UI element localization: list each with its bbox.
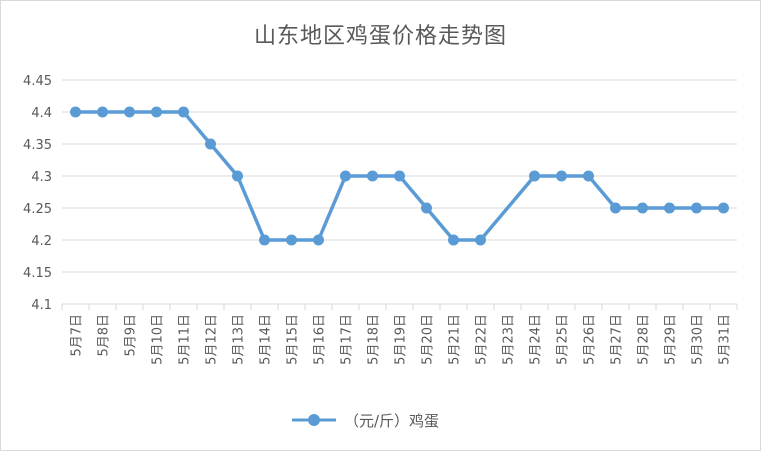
- y-tick-label: 4.15: [23, 266, 52, 281]
- chart-title: 山东地区鸡蛋价格走势图: [253, 24, 507, 49]
- data-point[interactable]: [583, 170, 594, 182]
- data-point[interactable]: [367, 170, 378, 182]
- x-tick-label: 5月25日: [556, 314, 571, 365]
- series-layer: [70, 106, 729, 246]
- x-tick-label: 5月31日: [718, 314, 733, 365]
- y-tick-label: 4.3: [31, 170, 52, 185]
- y-tick-label: 4.1: [31, 298, 52, 313]
- data-point[interactable]: [178, 106, 189, 118]
- x-tick-label: 5月15日: [286, 314, 301, 365]
- data-point[interactable]: [691, 202, 702, 214]
- data-point[interactable]: [718, 202, 729, 214]
- data-point[interactable]: [556, 170, 567, 182]
- data-point[interactable]: [205, 138, 216, 150]
- data-point[interactable]: [421, 202, 432, 214]
- x-tick-label: 5月23日: [502, 314, 517, 365]
- x-tick-label: 5月27日: [610, 314, 625, 365]
- x-tick-label: 5月16日: [313, 314, 328, 365]
- x-axis-ticks: 5月7日 5月8日 5月9日 5月10日 5月11日 5月12日 5月13日 5月14日 5月1…: [61, 304, 738, 365]
- data-point[interactable]: [475, 234, 486, 246]
- y-tick-label: 4.4: [31, 106, 52, 121]
- x-tick-label: 5月12日: [205, 314, 220, 365]
- x-tick-label: 5月9日: [124, 314, 139, 357]
- x-tick-label: 5月13日: [232, 314, 247, 365]
- y-tick-label: 4.25: [23, 202, 52, 217]
- x-tick-label: 5月26日: [583, 314, 598, 365]
- x-tick-label: 5月30日: [691, 314, 706, 365]
- legend[interactable]: （元/斤）鸡蛋: [292, 412, 439, 430]
- x-tick-label: 5月21日: [448, 314, 463, 365]
- x-tick-label: 5月18日: [367, 314, 382, 365]
- data-point[interactable]: [259, 234, 270, 246]
- x-tick-label: 5月7日: [70, 314, 85, 357]
- data-point[interactable]: [313, 234, 324, 246]
- x-tick-label: 5月20日: [421, 314, 436, 365]
- x-tick-label: 5月8日: [97, 314, 112, 357]
- y-tick-label: 4.35: [23, 138, 52, 153]
- data-point[interactable]: [286, 234, 297, 246]
- data-point[interactable]: [637, 202, 648, 214]
- x-tick-label: 5月22日: [475, 314, 490, 365]
- y-tick-label: 4.2: [31, 234, 52, 249]
- x-tick-label: 5月19日: [394, 314, 409, 365]
- x-tick-label: 5月24日: [529, 314, 544, 365]
- y-axis-ticks: 4.1 4.15 4.2 4.25 4.3 4.35 4.4 4.45: [23, 74, 52, 313]
- x-tick-label: 5月10日: [151, 314, 166, 365]
- data-point[interactable]: [448, 234, 459, 246]
- x-tick-label: 5月11日: [178, 314, 193, 365]
- legend-dot-marker: [308, 414, 320, 426]
- data-point[interactable]: [529, 170, 540, 182]
- data-point[interactable]: [664, 202, 675, 214]
- data-point[interactable]: [394, 170, 405, 182]
- data-point[interactable]: [97, 106, 108, 118]
- data-point[interactable]: [340, 170, 351, 182]
- x-tick-label: 5月14日: [259, 314, 274, 365]
- y-tick-label: 4.45: [23, 74, 52, 89]
- data-point[interactable]: [124, 106, 135, 118]
- data-point[interactable]: [232, 170, 243, 182]
- x-tick-label: 5月17日: [340, 314, 355, 365]
- x-tick-label: 5月29日: [664, 314, 679, 365]
- data-point[interactable]: [70, 106, 81, 118]
- x-tick-label: 5月28日: [637, 314, 652, 365]
- data-point[interactable]: [610, 202, 621, 214]
- data-point[interactable]: [151, 106, 162, 118]
- legend-label: （元/斤）鸡蛋: [344, 412, 439, 430]
